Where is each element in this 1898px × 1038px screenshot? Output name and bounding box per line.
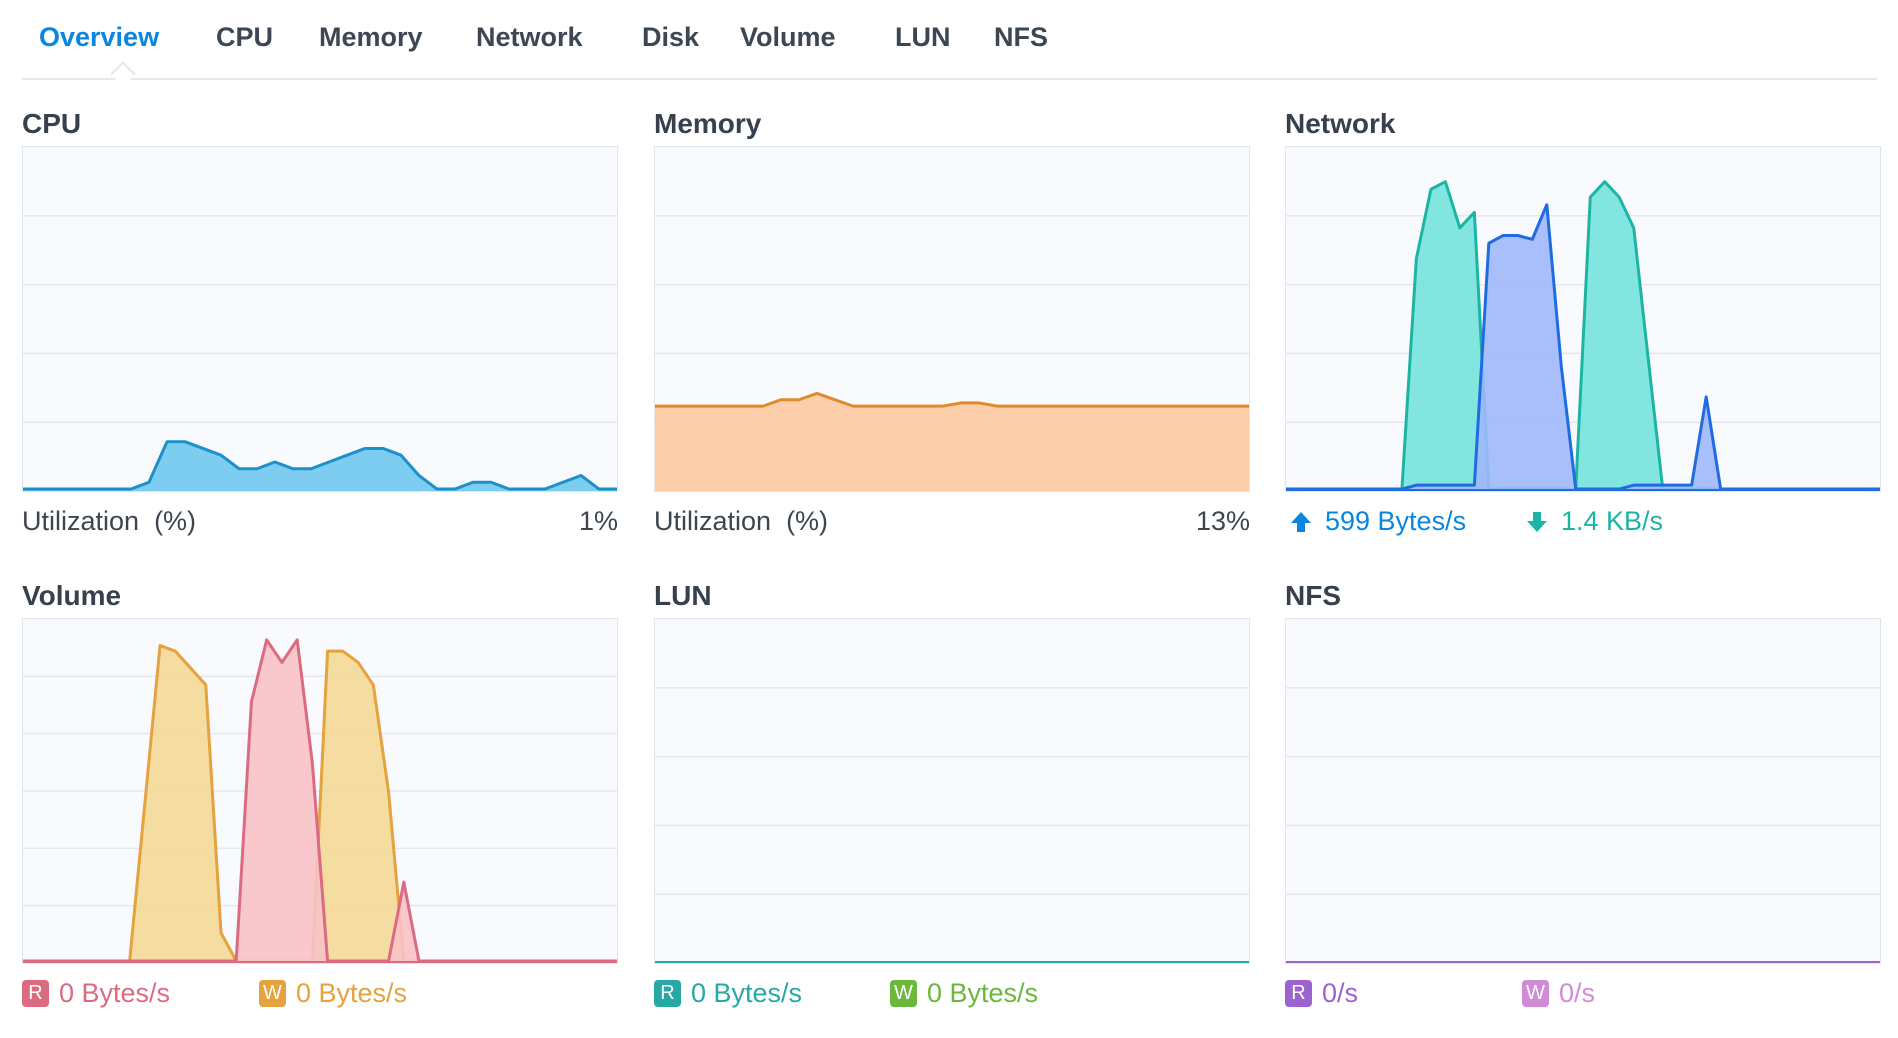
lun-graph[interactable] <box>654 618 1250 964</box>
cpu-label-text: Utilization <box>22 506 140 536</box>
lun-title: LUN <box>654 580 712 611</box>
lun-panel: LUN R 0 Bytes/s W 0 Bytes/s <box>654 580 1250 1020</box>
network-chart <box>1286 180 1880 491</box>
nfs-chart <box>1286 687 1880 963</box>
read-badge-icon: R <box>1285 980 1312 1007</box>
active-tab-indicator <box>110 61 136 87</box>
download-arrow-icon <box>1527 511 1547 532</box>
tab-cpu[interactable]: CPU <box>216 22 274 52</box>
cpu-panel: CPU Utilization (%) 1% <box>22 108 618 548</box>
memory-footer: Utilization (%) 13% <box>654 506 1250 540</box>
lun-write-stat: W 0 Bytes/s <box>890 978 1038 1009</box>
nfs-title: NFS <box>1285 580 1341 611</box>
lun-write-value: 0 Bytes/s <box>927 978 1039 1008</box>
volume-read-series-line <box>23 638 617 963</box>
cpu-unit: (%) <box>154 506 197 536</box>
nfs-panel: NFS R 0/s W 0/s <box>1285 580 1881 1020</box>
network-upload-stat: 599 Bytes/s <box>1289 506 1466 537</box>
tab-overview[interactable]: Overview <box>39 22 160 52</box>
write-badge-icon: W <box>890 980 917 1007</box>
nfs-write-value: 0/s <box>1559 978 1596 1008</box>
volume-footer: R 0 Bytes/s W 0 Bytes/s <box>22 978 618 1012</box>
read-badge-icon: R <box>654 980 681 1007</box>
network-title: Network <box>1285 108 1396 139</box>
volume-panel: Volume R 0 Bytes/s W 0 Bytes/s <box>22 580 618 1020</box>
volume-read-stat: R 0 Bytes/s <box>22 978 170 1009</box>
volume-graph[interactable] <box>22 618 618 964</box>
volume-read-value: 0 Bytes/s <box>59 978 171 1008</box>
memory-chart <box>655 215 1249 491</box>
write-badge-icon: W <box>259 980 286 1007</box>
memory-label-text: Utilization <box>654 506 772 536</box>
read-badge-icon: R <box>22 980 49 1007</box>
lun-footer: R 0 Bytes/s W 0 Bytes/s <box>654 978 1250 1012</box>
tab-volume[interactable]: Volume <box>740 22 836 52</box>
network-download-value: 1.4 KB/s <box>1561 506 1664 536</box>
volume-write-stat: W 0 Bytes/s <box>259 978 407 1009</box>
nfs-footer: R 0/s W 0/s <box>1285 978 1881 1012</box>
volume-title: Volume <box>22 580 122 611</box>
memory-utilization-label: Utilization (%) <box>654 506 828 537</box>
memory-value: 13% <box>1195 506 1250 536</box>
lun-chart <box>655 687 1249 963</box>
nfs-read-stat: R 0/s <box>1285 978 1358 1009</box>
tab-memory[interactable]: Memory <box>319 22 423 52</box>
network-footer: 599 Bytes/s 1.4 KB/s <box>1285 506 1881 540</box>
memory-panel: Memory Utilization (%) 13% <box>654 108 1250 548</box>
volume-write-series-area <box>23 645 617 963</box>
memory-graph[interactable] <box>654 146 1250 492</box>
cpu-footer: Utilization (%) 1% <box>22 506 618 540</box>
memory-series-line <box>655 391 1249 408</box>
tab-network[interactable]: Network <box>476 22 583 52</box>
network-panel: Network 599 Bytes/s 1.4 KB/s <box>1285 108 1881 548</box>
nfs-read-value: 0/s <box>1322 978 1359 1008</box>
network-download-stat: 1.4 KB/s <box>1525 506 1663 537</box>
volume-read-series-area <box>23 639 617 963</box>
tab-lun[interactable]: LUN <box>895 22 951 52</box>
cpu-utilization-label: Utilization (%) <box>22 506 196 537</box>
cpu-value: 1% <box>578 506 618 536</box>
memory-unit: (%) <box>786 506 829 536</box>
cpu-series-line <box>23 440 617 491</box>
tab-disk[interactable]: Disk <box>642 22 700 52</box>
volume-chart <box>23 638 617 963</box>
cpu-graph[interactable] <box>22 146 618 492</box>
write-badge-icon: W <box>1522 980 1549 1007</box>
cpu-title: CPU <box>22 108 82 139</box>
lun-read-stat: R 0 Bytes/s <box>654 978 802 1009</box>
nfs-write-stat: W 0/s <box>1522 978 1595 1009</box>
tab-nfs[interactable]: NFS <box>994 22 1048 52</box>
upload-arrow-icon <box>1291 511 1311 532</box>
lun-read-value: 0 Bytes/s <box>691 978 803 1008</box>
nfs-graph[interactable] <box>1285 618 1881 964</box>
memory-series-area <box>655 393 1249 491</box>
volume-write-value: 0 Bytes/s <box>296 978 408 1008</box>
network-graph[interactable] <box>1285 146 1881 492</box>
tab-bar: Overview CPU Memory Network Disk Volume … <box>22 0 1877 87</box>
cpu-chart <box>23 215 617 491</box>
network-download-series-area <box>1286 181 1880 491</box>
network-upload-value: 599 Bytes/s <box>1325 506 1467 536</box>
memory-title: Memory <box>654 108 762 139</box>
